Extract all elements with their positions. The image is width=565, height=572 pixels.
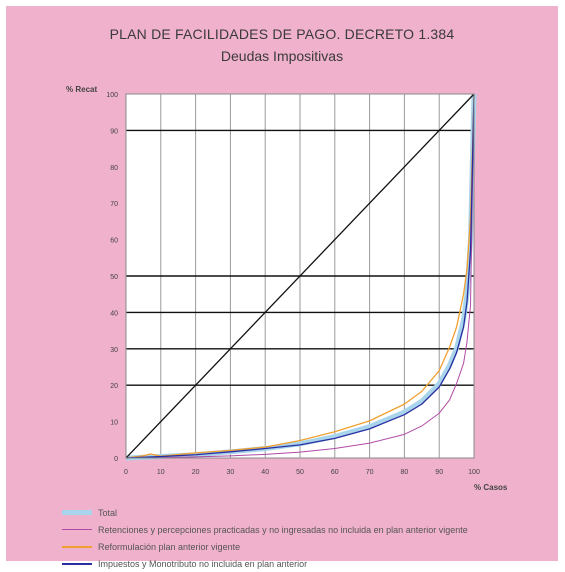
y-tick-label-7: 70 — [110, 201, 118, 208]
x-tick-label-5: 50 — [296, 469, 304, 476]
y-tick-label-5: 50 — [110, 274, 118, 281]
series-line-3 — [125, 93, 475, 459]
chart-subtitle: Deudas Impositivas — [220, 48, 344, 64]
x-axis-label: % Casos — [474, 483, 508, 492]
legend-swatch — [62, 545, 92, 548]
legend-label: Reformulación plan anterior vigente — [98, 541, 241, 552]
x-tick-label-4: 40 — [261, 469, 269, 476]
y-axis-label: % Recat — [66, 85, 97, 94]
legend-item-total: Total — [62, 504, 468, 521]
legend-item-impuestos: Impuestos y Monotributo no incluida en p… — [62, 555, 468, 572]
chart-svg: 0 10 20 30 40 50 60 70 80 90 100 0 10 20 30 40 50 60 70 80 9… — [66, 85, 508, 492]
series-layer — [125, 93, 477, 461]
legend-label: Retenciones y percepciones practicadas y… — [98, 524, 468, 535]
x-tick-label-1: 10 — [157, 469, 165, 476]
x-tick-label-9: 90 — [435, 469, 443, 476]
x-tick-label-3: 30 — [227, 469, 235, 476]
y-tick-label-2: 20 — [110, 383, 118, 390]
y-tick-label-8: 80 — [110, 165, 118, 172]
legend: Total Retenciones y percepciones practic… — [62, 504, 468, 572]
legend-swatch — [62, 562, 92, 565]
plot-frame — [125, 93, 475, 459]
x-tick-label-6: 60 — [331, 469, 339, 476]
chart-figure: PLAN DE FACILIDADES DE PAGO. DECRETO 1.3… — [6, 6, 558, 569]
legend-swatch — [62, 529, 92, 530]
series-line-4 — [125, 93, 475, 459]
x-tick-label-10: 100 — [468, 469, 480, 476]
y-tick-label-4: 40 — [110, 310, 118, 317]
legend-label: Impuestos y Monotributo no incluida en p… — [98, 558, 308, 569]
legend-label: Total — [98, 507, 118, 518]
legend-item-retenciones: Retenciones y percepciones practicadas y… — [62, 521, 468, 538]
y-tick-label-10: 100 — [106, 92, 118, 99]
tick-labels: 0 10 20 30 40 50 60 70 80 90 100 0 10 20 30 40 50 60 70 80 9… — [106, 92, 480, 476]
chart-title: PLAN DE FACILIDADES DE PAGO. DECRETO 1.3… — [109, 26, 455, 42]
y-tick-label-0: 0 — [114, 456, 118, 463]
y-tick-label-1: 10 — [110, 420, 118, 427]
x-tick-label-2: 20 — [192, 469, 200, 476]
x-tick-label-8: 80 — [401, 469, 409, 476]
y-tick-label-9: 90 — [110, 128, 118, 135]
y-tick-label-6: 60 — [110, 238, 118, 245]
legend-swatch — [62, 510, 92, 515]
y-tick-label-3: 30 — [110, 347, 118, 354]
x-tick-label-7: 70 — [366, 469, 374, 476]
legend-item-reformulacion: Reformulación plan anterior vigente — [62, 538, 468, 555]
x-tick-label-0: 0 — [124, 469, 128, 476]
series-line-1 — [125, 93, 475, 459]
